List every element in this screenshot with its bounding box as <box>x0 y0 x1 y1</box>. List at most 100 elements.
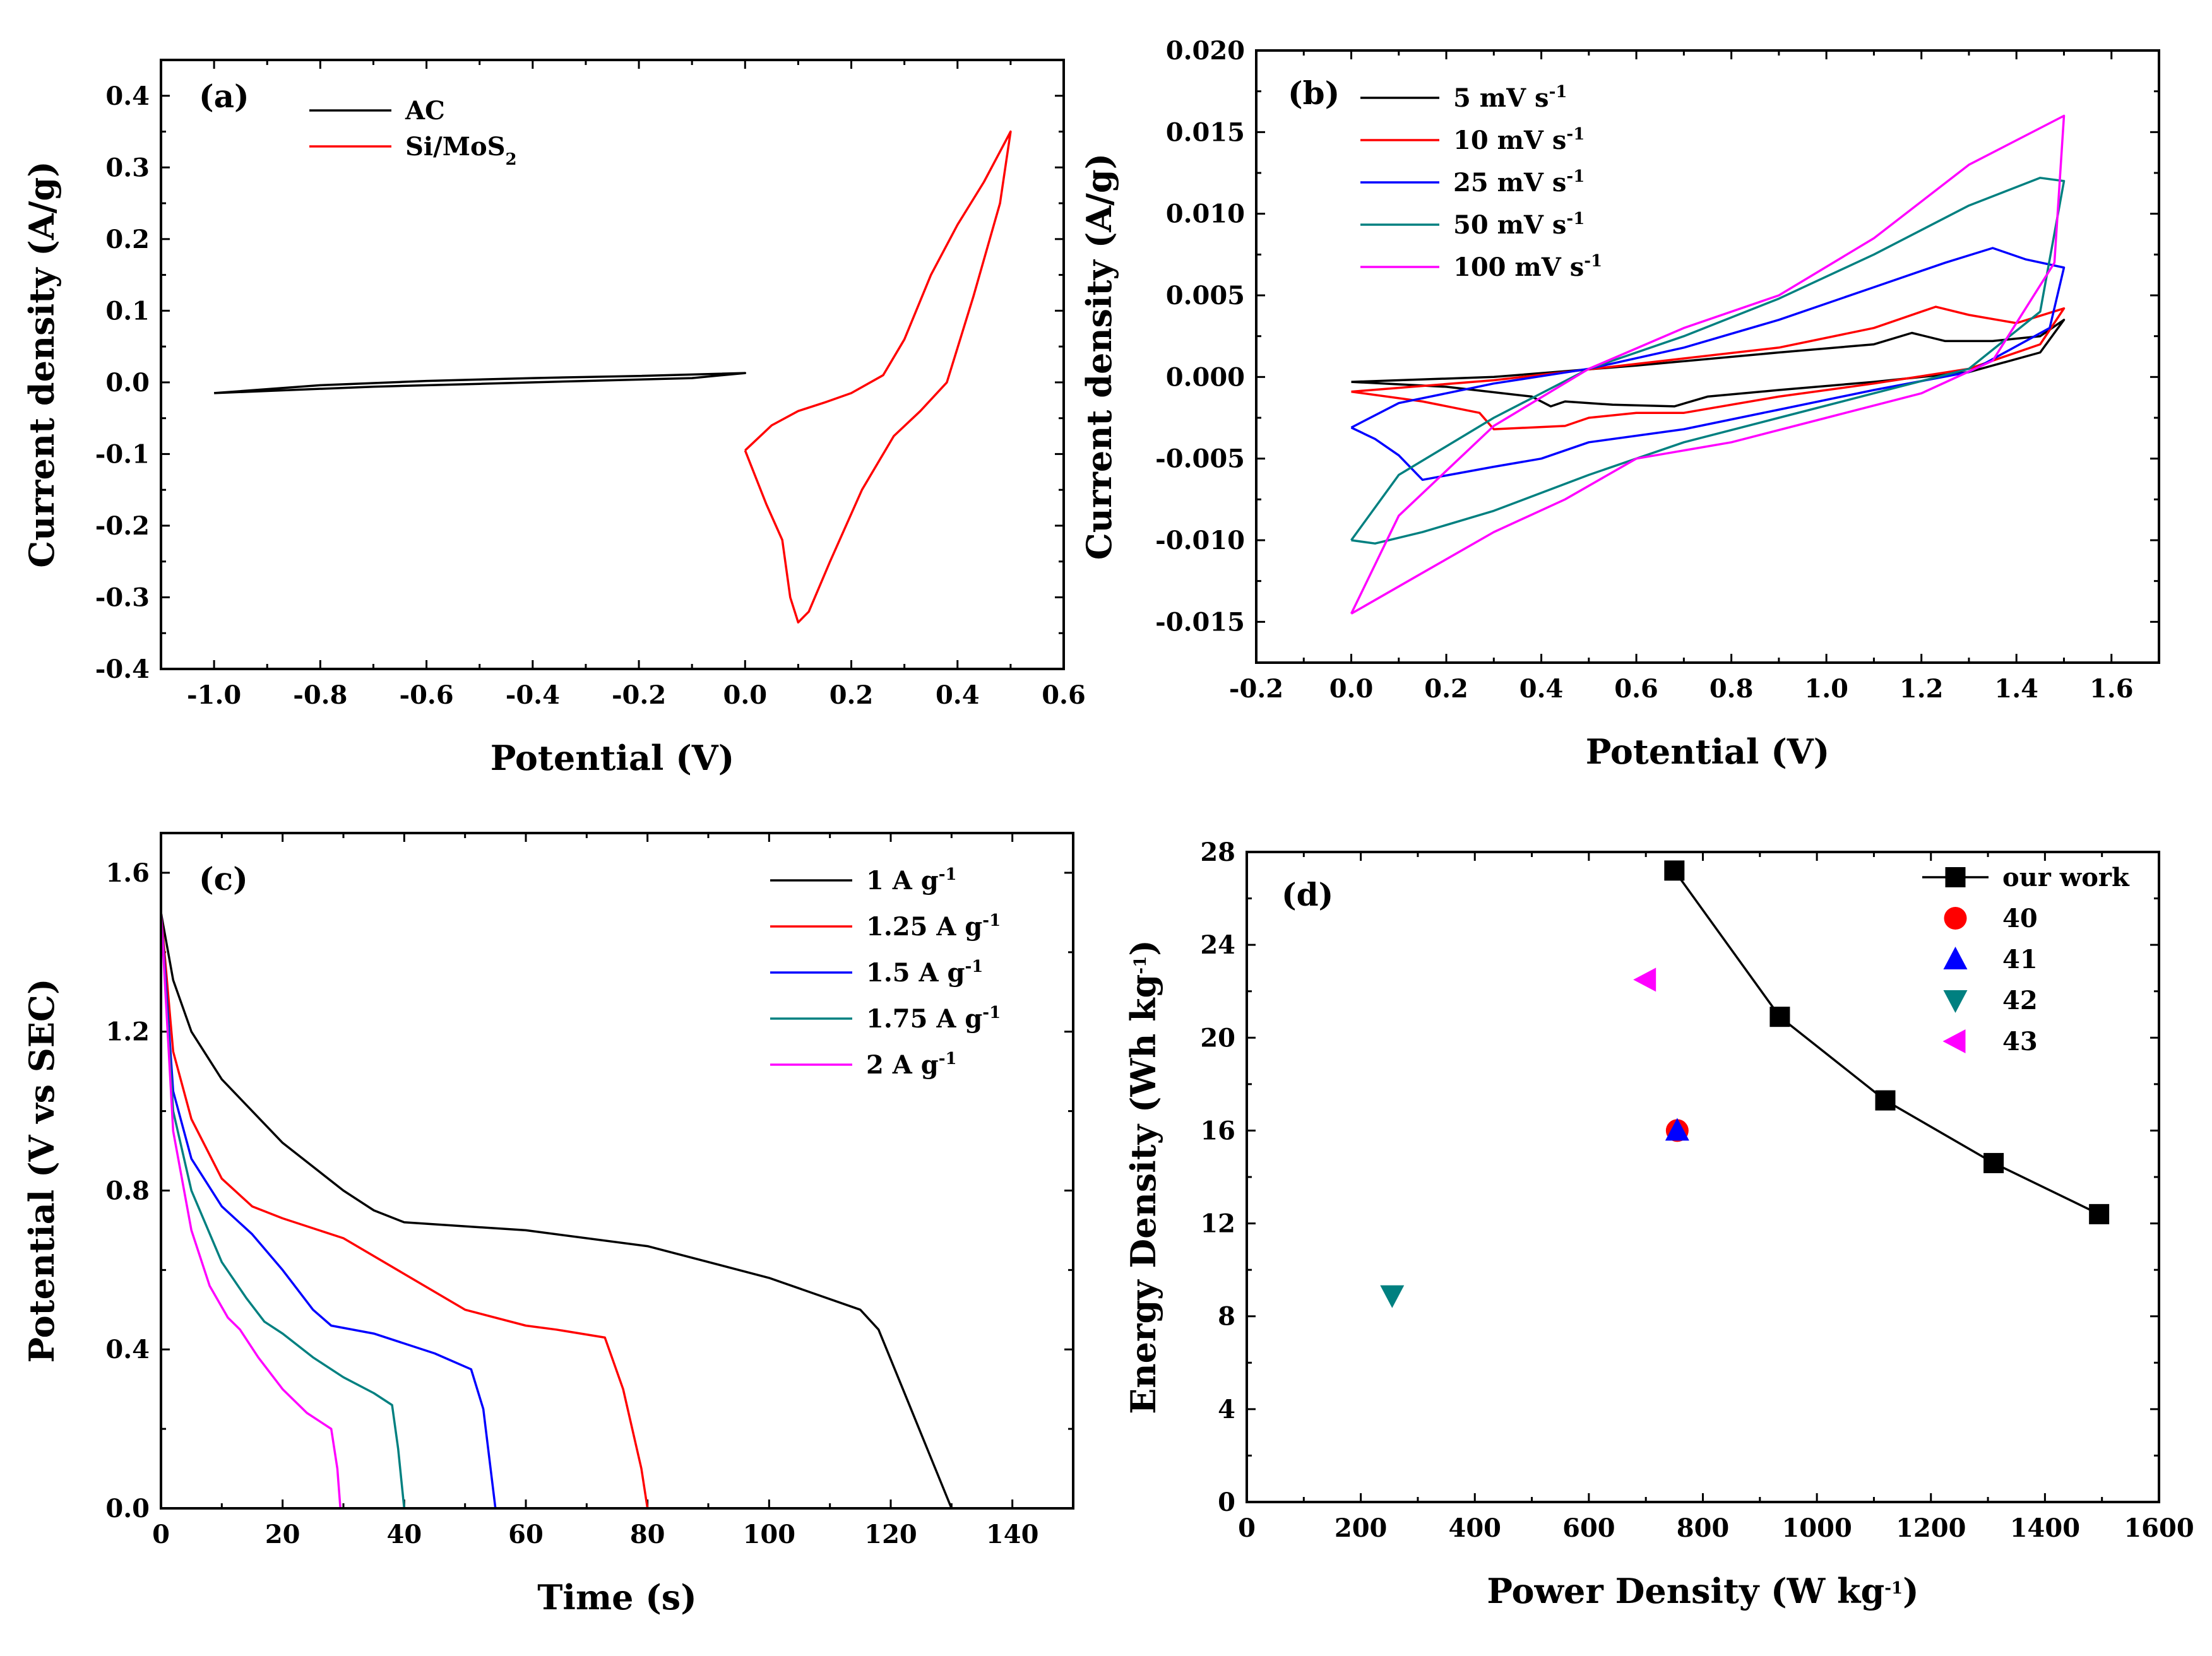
legend-entry-sup: -1 <box>1566 210 1585 228</box>
legend-entry-sup: -1 <box>982 911 1001 930</box>
legend-entry: 40 <box>2002 904 2038 933</box>
legend-entry-sup: -1 <box>1584 252 1602 271</box>
x-tick-label: -0.2 <box>612 680 666 710</box>
series-line-a-1 <box>744 130 1012 624</box>
legend-marker <box>1945 867 1966 887</box>
x-tick-label: 20 <box>265 1520 300 1549</box>
y-tick-label: -0.015 <box>1155 607 1245 637</box>
y-tick-label: -0.3 <box>95 583 150 612</box>
x-tick-label: -0.2 <box>1229 674 1283 704</box>
legend-entry: 41 <box>2002 945 2038 974</box>
data-point-d-0 <box>1664 860 1685 881</box>
x-axis-label: Potential (V) <box>1586 731 1830 772</box>
x-tick-label: 140 <box>986 1520 1039 1549</box>
x-tick-label: 0 <box>1238 1513 1256 1543</box>
y-tick-label: 4 <box>1218 1395 1235 1424</box>
legend-entry: 2 A g-1 <box>866 1050 957 1080</box>
x-tick-label: 1.4 <box>1994 674 2038 704</box>
x-tick-label: 0.6 <box>1614 674 1658 704</box>
x-tick-label: 0.2 <box>1424 674 1468 704</box>
series-line-b-1 <box>1351 305 2066 430</box>
data-point-d-4 <box>1633 967 1656 992</box>
x-tick-label: 1400 <box>2010 1513 2080 1543</box>
legend-entry: AC <box>405 96 445 126</box>
x-tick-label: 600 <box>1562 1513 1615 1543</box>
x-tick-label: 1600 <box>2124 1513 2194 1543</box>
y-tick-label: 0.015 <box>1166 117 1245 147</box>
series-line-c-4 <box>161 912 342 1508</box>
legend-entry-sub: 2 <box>506 150 517 169</box>
data-point-d-2 <box>1665 1118 1689 1141</box>
legend-marker <box>1943 990 1968 1013</box>
y-tick-label: 0.0 <box>105 368 150 398</box>
x-axis-label: Potential (V) <box>491 738 735 778</box>
y-tick-label: 8 <box>1218 1302 1235 1332</box>
legend-marker <box>1943 947 1968 969</box>
data-point-d-0 <box>1769 1007 1790 1027</box>
legend-entry-sup: -1 <box>939 1050 957 1068</box>
plot-frame <box>160 59 1065 670</box>
y-tick-label: 0.1 <box>105 296 150 326</box>
x-tick-label: 0.4 <box>1519 674 1564 704</box>
panel-label: (b) <box>1288 74 1340 112</box>
y-axis-label: Potential (V vs SEC) <box>21 978 62 1363</box>
legend: our work 40 41 42 43 <box>1922 863 2130 1056</box>
series-line-b-2 <box>1350 247 2066 482</box>
x-tick-label: 200 <box>1335 1513 1388 1543</box>
panel-b: -0.2 0.0 0.2 0.4 0.6 0.8 1.0 1.2 1.4 1.6 -0.015 -0.… <box>1079 36 2160 772</box>
x-tick-label: -0.6 <box>399 680 453 710</box>
y-tick-label: 20 <box>1200 1023 1235 1053</box>
y-tick-label: 0.3 <box>105 153 150 182</box>
x-axis-label-sup: -1 <box>1884 1579 1903 1598</box>
y-tick-label: 0.010 <box>1166 199 1245 229</box>
y-tick-label: 16 <box>1200 1116 1235 1145</box>
y-axis-label: Energy Density (Wh kg-1) <box>1123 940 1163 1414</box>
y-tick-label: 28 <box>1200 837 1235 867</box>
legend-entry: 43 <box>2002 1027 2038 1056</box>
x-tick-label: 1.0 <box>1804 674 1848 704</box>
x-tick-label: 1200 <box>1896 1513 1966 1543</box>
y-tick-label: 12 <box>1200 1209 1235 1239</box>
y-tick-label: 0.020 <box>1166 36 1245 66</box>
legend-entry: 1.25 A g-1 <box>866 911 1001 942</box>
series-line-c-3 <box>161 912 406 1508</box>
y-tick-label: 0.005 <box>1166 281 1245 310</box>
x-tick-label: 80 <box>630 1520 665 1549</box>
legend-marker <box>1942 1029 1966 1053</box>
x-tick-label: 800 <box>1677 1513 1730 1543</box>
y-tick-label: 0 <box>1218 1487 1235 1517</box>
y-tick-label: -0.010 <box>1155 526 1245 555</box>
x-tick-label: 0.2 <box>830 680 874 710</box>
legend-entry: 5 mV s-1 <box>1453 83 1567 113</box>
y-tick-label: -0.2 <box>95 511 150 541</box>
y-tick-label: 0.4 <box>105 81 150 111</box>
x-tick-label: 100 <box>743 1520 796 1549</box>
panel-d: 0 200 400 600 800 1000 1200 1400 1600 0 4 8 12 16 20 24… <box>1123 837 2194 1611</box>
series-line-b-0 <box>1351 319 2066 408</box>
x-tick-label: 120 <box>864 1520 917 1549</box>
y-tick-label: 0.0 <box>105 1494 150 1523</box>
plot-frame <box>1255 49 2160 664</box>
x-tick-label: 0.6 <box>1042 680 1086 710</box>
y-axis-label: Current density (A/g) <box>1079 153 1119 560</box>
legend-entry-sup: -1 <box>1549 83 1567 102</box>
series-line-b-4 <box>1350 114 2066 615</box>
y-axis-label-sup: -1 <box>1131 956 1150 974</box>
panel-label: (a) <box>199 78 249 115</box>
y-tick-label: 0.2 <box>105 225 150 254</box>
x-tick-label: 400 <box>1449 1513 1502 1543</box>
legend-entry: our work <box>2002 863 2130 892</box>
series-line-a-0 <box>213 372 747 394</box>
x-tick-label: 0 <box>152 1520 170 1549</box>
legend-entry: 1.5 A g-1 <box>866 957 983 988</box>
legend: AC Si/MoS2 <box>309 96 517 169</box>
legend-entry: 42 <box>2002 986 2038 1015</box>
y-tick-label: 0.8 <box>105 1176 150 1205</box>
legend-marker <box>1944 907 1967 930</box>
data-point-d-3 <box>1380 1285 1405 1308</box>
x-tick-label: 0.4 <box>936 680 980 710</box>
series-line-c-0 <box>161 912 953 1508</box>
x-tick-label: -1.0 <box>187 680 241 710</box>
y-tick-label: 1.6 <box>105 858 150 888</box>
